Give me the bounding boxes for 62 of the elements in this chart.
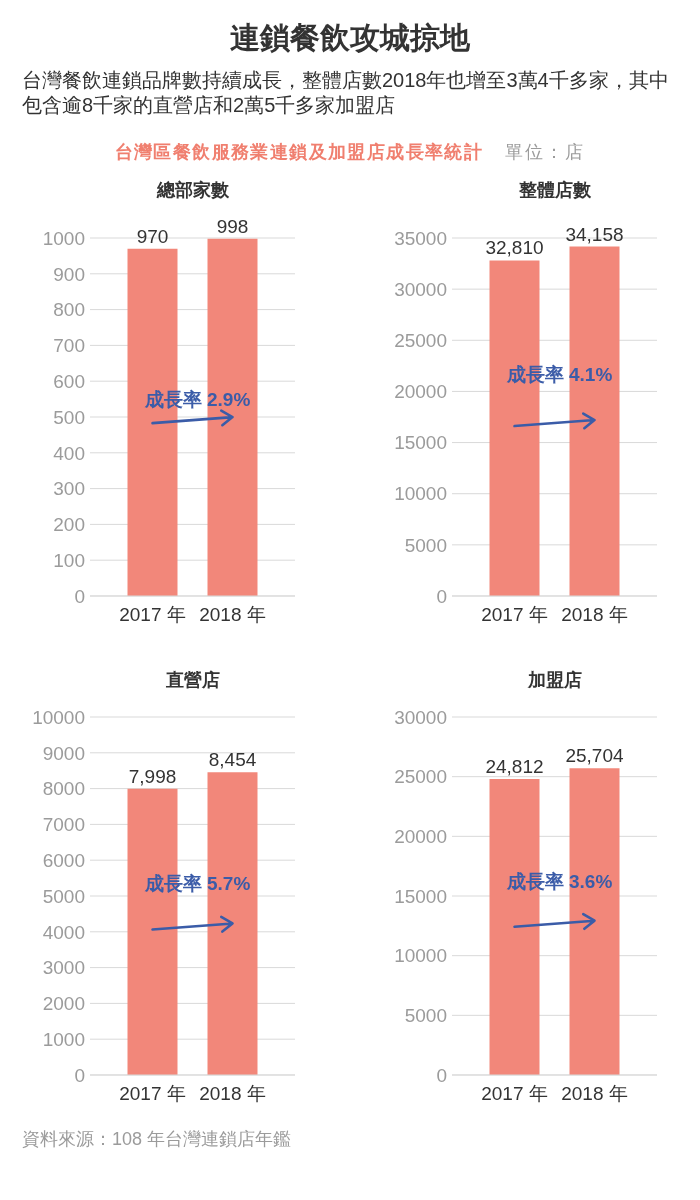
y-tick-label: 800 [53,299,85,321]
chart-title: 總部家數 [155,179,230,202]
source-note: 資料來源：108 年台灣連鎖店年鑑 [22,1128,293,1151]
x-tick-label: 2017 年 [481,604,548,626]
y-tick-label: 0 [74,585,85,607]
y-tick-label: 30000 [394,278,447,300]
y-tick-label: 5000 [404,1005,447,1027]
data-label: 32,810 [485,237,544,259]
y-tick-label: 200 [53,514,85,536]
chart-title: 加盟店 [526,669,583,692]
y-tick-label: 700 [53,335,85,357]
text: 單位：店 [505,141,586,164]
y-tick-label: 15000 [394,885,447,907]
y-tick-label: 15000 [394,432,447,454]
y-tick-label: 0 [436,1064,447,1086]
y-tick-label: 25000 [394,330,447,352]
y-tick-label: 10000 [394,945,447,967]
data-label: 24,812 [485,755,544,777]
x-tick-label: 2018 年 [199,1083,266,1105]
y-tick-label: 900 [53,263,85,285]
x-tick-label: 2018 年 [199,604,266,626]
y-tick-label: 600 [53,370,85,392]
y-tick-label: 10000 [394,483,447,505]
data-label: 34,158 [565,223,624,245]
data-label: 8,454 [208,749,257,771]
y-tick-label: 0 [436,585,447,607]
y-tick-label: 3000 [42,957,85,979]
y-tick-label: 2000 [42,993,85,1015]
y-tick-label: 8000 [42,778,85,800]
x-tick-label: 2018 年 [561,1083,628,1105]
y-tick-label: 6000 [42,849,85,871]
y-tick-label: 9000 [42,742,85,764]
y-tick-label: 20000 [394,381,447,403]
text: 台灣餐飲連鎖品牌數持續成長，整體店數2018年也增至3萬4千多家，其中包含逾8千家的直營店和2萬5千多家加盟店 [22,68,670,118]
chart-title: 直營店 [164,669,221,692]
y-tick-label: 7000 [42,814,85,836]
y-tick-label: 25000 [394,766,447,788]
x-tick-label: 2018 年 [561,604,628,626]
y-tick-label: 4000 [42,921,85,943]
data-label: 970 [136,225,169,247]
x-tick-label: 2017 年 [481,1083,548,1105]
y-tick-label: 35000 [394,227,447,249]
y-tick-label: 30000 [394,706,447,728]
y-tick-label: 20000 [394,826,447,848]
text: 連鎖餐飲攻城掠地 [229,20,471,56]
y-tick-label: 400 [53,442,85,464]
chart-title: 整體店數 [517,179,592,202]
data-label: 998 [216,215,249,237]
y-tick-label: 5000 [404,534,447,556]
x-tick-label: 2017 年 [119,1083,186,1105]
y-tick-label: 0 [74,1064,85,1086]
y-tick-label: 100 [53,549,85,571]
y-tick-label: 1000 [42,1028,85,1050]
y-tick-label: 10000 [32,706,85,728]
y-tick-label: 1000 [42,227,85,249]
data-label: 25,704 [565,745,624,767]
x-tick-label: 2017 年 [119,604,186,626]
y-tick-label: 5000 [42,885,85,907]
text: 台灣區餐飲服務業連鎖及加盟店成長率統計 [114,141,484,164]
y-tick-label: 500 [53,406,85,428]
data-label: 7,998 [128,765,177,787]
y-tick-label: 300 [53,478,85,500]
